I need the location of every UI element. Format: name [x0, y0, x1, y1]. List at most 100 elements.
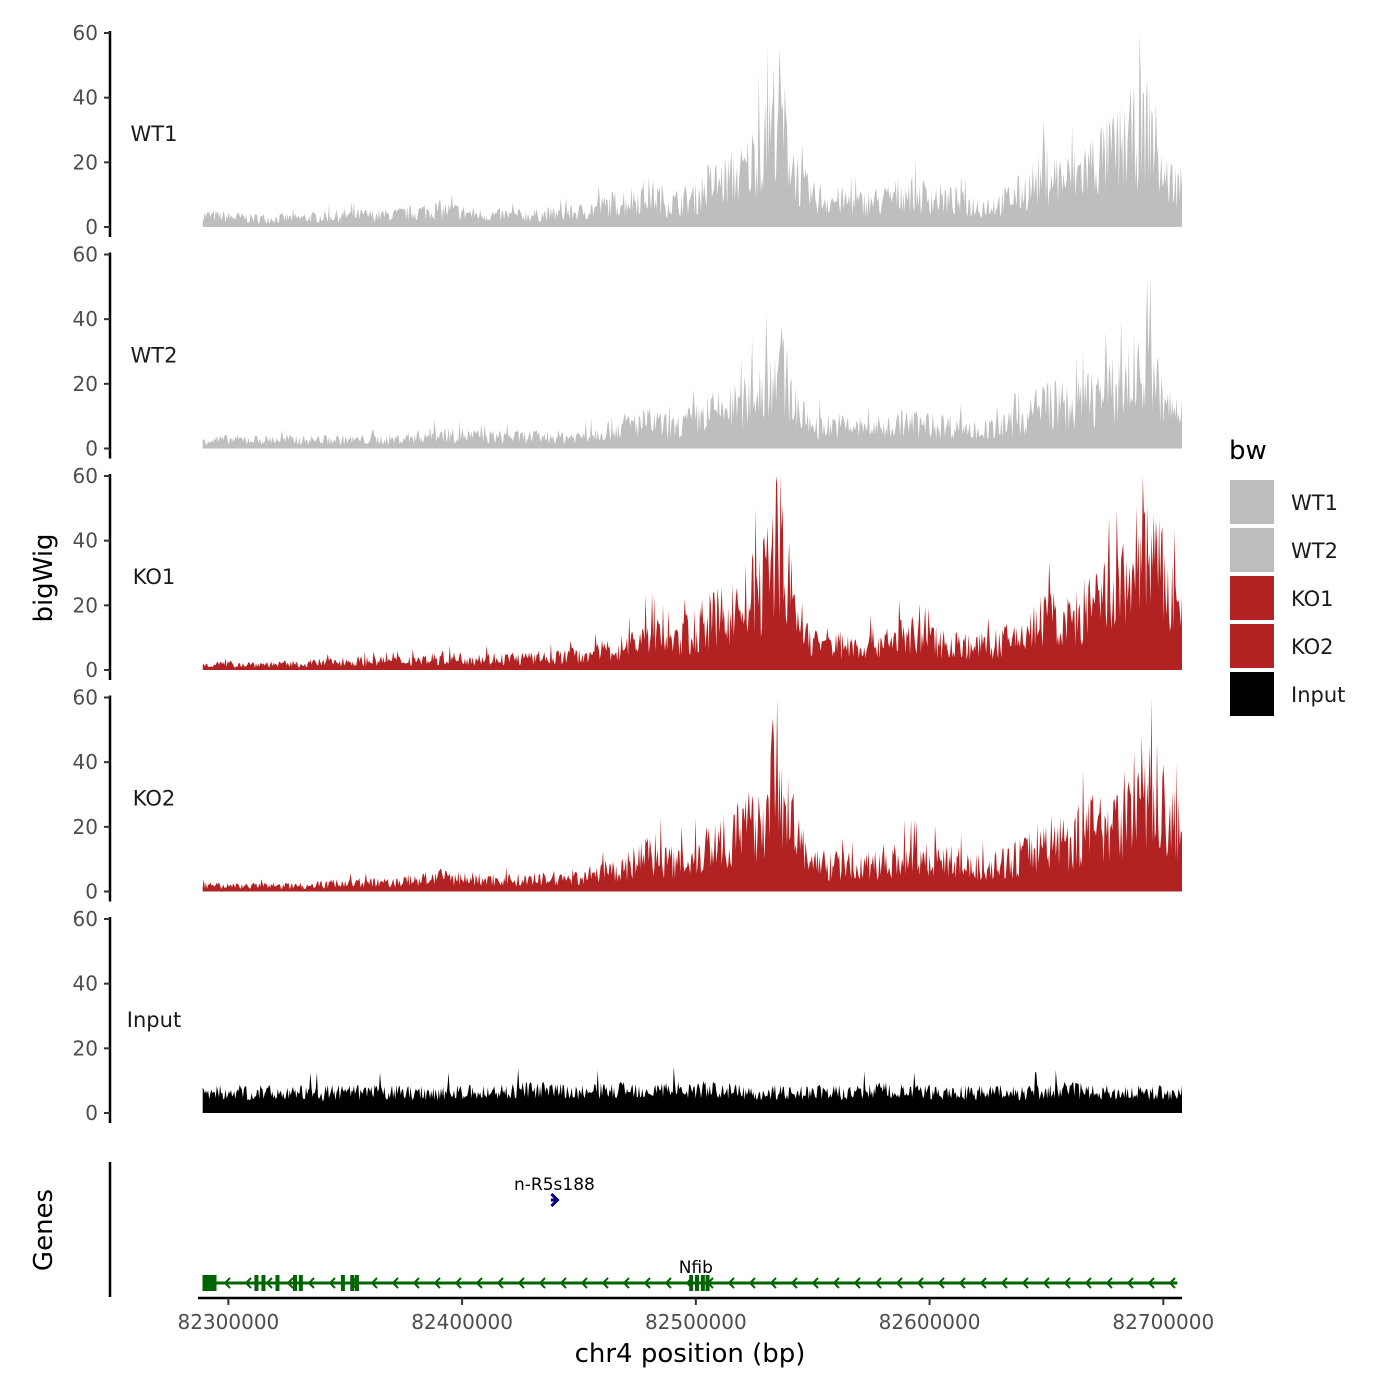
coverage-area-WT2	[202, 277, 1182, 449]
legend-swatch-WT1	[1230, 480, 1274, 524]
track-KO2: 0 20 40 60 KO2	[73, 686, 1182, 904]
strand-arrow	[937, 1277, 945, 1289]
track-KO1: 0 20 40 60 KO1	[73, 464, 1182, 682]
y-tick-label: 0	[85, 215, 98, 239]
gene-Nfib: Nfib	[202, 1258, 1178, 1291]
y-axis-title: bigWig	[29, 533, 59, 622]
strand-arrow	[496, 1277, 504, 1289]
strand-arrow	[1021, 1277, 1029, 1289]
legend-swatch-KO2	[1230, 624, 1274, 668]
legend: bw WT1 WT2 KO1 KO2 Input	[1229, 436, 1345, 716]
legend-label: Input	[1291, 683, 1345, 707]
track-label: KO1	[133, 565, 176, 589]
strand-arrow	[1105, 1277, 1113, 1289]
exon	[689, 1275, 694, 1291]
strand-arrow	[1147, 1277, 1155, 1289]
coverage-area-WT1	[202, 33, 1182, 227]
coverage-area-KO2	[202, 697, 1182, 892]
y-tick-label: 60	[73, 907, 98, 931]
y-tick-label: 20	[73, 372, 98, 396]
strand-arrow	[244, 1277, 252, 1289]
y-tick-label: 0	[85, 880, 98, 904]
strand-arrow	[874, 1277, 882, 1289]
y-tick-label: 40	[73, 86, 98, 110]
legend-swatch-Input	[1230, 672, 1274, 716]
y-tick-label: 60	[73, 686, 98, 710]
y-tick-label: 40	[73, 307, 98, 331]
gene-n-R5s188: n-R5s188	[514, 1175, 595, 1208]
track-WT1: 0 20 40 60 WT1	[73, 21, 1182, 239]
exon	[254, 1275, 259, 1291]
exon	[275, 1275, 280, 1291]
legend-label: KO2	[1291, 635, 1334, 659]
strand-arrow	[1168, 1277, 1176, 1289]
exon	[261, 1275, 266, 1291]
strand-arrow	[1084, 1277, 1092, 1289]
strand-arrow	[727, 1277, 735, 1289]
legend-swatch-KO1	[1230, 576, 1274, 620]
gene-label: n-R5s188	[514, 1175, 595, 1195]
y-tick-label: 60	[73, 21, 98, 45]
strand-arrow	[622, 1277, 630, 1289]
strand-arrow	[538, 1277, 546, 1289]
strand-arrow	[895, 1277, 903, 1289]
y-tick-label: 0	[85, 1101, 98, 1125]
strand-arrow	[370, 1277, 378, 1289]
strand-arrow	[1042, 1277, 1050, 1289]
strand-arrow	[580, 1277, 588, 1289]
strand-arrow	[265, 1277, 273, 1289]
exon	[298, 1275, 303, 1291]
strand-arrow	[286, 1277, 294, 1289]
y-tick-label: 40	[73, 750, 98, 774]
x-tick-label: 82600000	[879, 1310, 981, 1334]
track-label: WT2	[131, 344, 178, 368]
gene-track: n-R5s188 Nfib	[108, 1162, 1178, 1297]
gene-label: Nfib	[679, 1258, 713, 1278]
strand-arrow	[748, 1277, 756, 1289]
exon	[705, 1275, 710, 1291]
strand-arrow	[1126, 1277, 1134, 1289]
x-axis-title: chr4 position (bp)	[575, 1339, 806, 1369]
strand-arrow	[328, 1277, 336, 1289]
strand-arrow	[811, 1277, 819, 1289]
strand-arrow	[979, 1277, 987, 1289]
strand-arrow	[643, 1277, 651, 1289]
coverage-area-Input	[202, 1066, 1182, 1113]
strand-arrow	[1000, 1277, 1008, 1289]
legend-swatch-WT2	[1230, 528, 1274, 572]
y-tick-label: 60	[73, 464, 98, 488]
exon	[695, 1275, 700, 1291]
coverage-area-KO1	[202, 476, 1182, 670]
track-label: WT1	[131, 122, 178, 146]
strand-arrow	[1063, 1277, 1071, 1289]
y-tick-label: 20	[73, 593, 98, 617]
legend-label: KO1	[1291, 587, 1334, 611]
strand-arrow	[853, 1277, 861, 1289]
strand-arrow	[550, 1192, 560, 1208]
exon	[292, 1275, 297, 1291]
exon	[350, 1275, 355, 1291]
y-tick-label: 40	[73, 529, 98, 553]
x-tick-label: 82300000	[177, 1310, 279, 1334]
exon	[354, 1275, 359, 1291]
legend-label: WT1	[1291, 491, 1338, 515]
strand-arrow	[664, 1277, 672, 1289]
x-tick-label: 82500000	[645, 1310, 747, 1334]
strand-arrow	[958, 1277, 966, 1289]
genes-axis-title: Genes	[29, 1189, 59, 1271]
track-label: KO2	[133, 787, 176, 811]
strand-arrow	[454, 1277, 462, 1289]
strand-arrow	[916, 1277, 924, 1289]
x-axis: 82300000 82400000 82500000 82600000 82700000	[177, 1296, 1214, 1334]
exon	[202, 1275, 217, 1291]
strand-arrow	[790, 1277, 798, 1289]
strand-arrow	[475, 1277, 483, 1289]
track-label: Input	[127, 1008, 181, 1032]
strand-arrow	[307, 1277, 315, 1289]
track-Input: 0 20 40 60 Input	[73, 907, 1182, 1125]
y-tick-label: 40	[73, 972, 98, 996]
y-tick-label: 20	[73, 150, 98, 174]
y-tick-label: 0	[85, 658, 98, 682]
legend-label: WT2	[1291, 539, 1338, 563]
